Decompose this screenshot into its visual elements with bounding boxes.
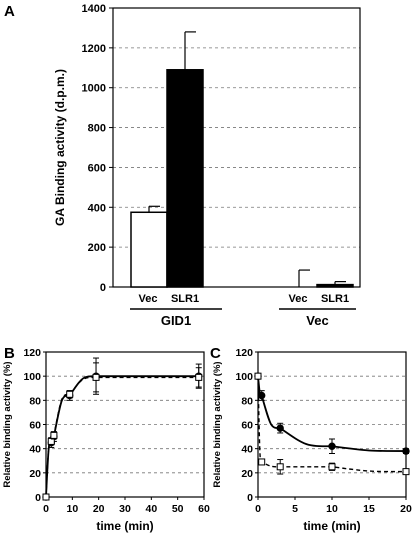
c-plot-frame	[257, 351, 407, 498]
b-x-tick-label: 60	[198, 503, 210, 515]
a-y-tick-label: 200	[88, 242, 106, 254]
a-y-tick-label: 1000	[82, 83, 106, 95]
c-point-square	[328, 463, 336, 471]
c-point-square	[276, 463, 284, 471]
b-y-tick-label: 0	[35, 492, 41, 504]
b-x-tick-label: 30	[119, 503, 131, 515]
b-y-tick-label: 100	[23, 371, 41, 383]
a-group-label: Vec	[306, 313, 328, 328]
b-x-tick-label: 50	[172, 503, 184, 515]
panel-a-letter: A	[4, 3, 15, 20]
a-plot-frame	[112, 7, 361, 288]
b-x-tick-label: 10	[66, 503, 78, 515]
a-group-label: GID1	[161, 313, 191, 328]
a-bar-label: Vec	[289, 293, 308, 305]
c-point-circle	[276, 424, 284, 432]
b-point-square	[50, 431, 58, 439]
c-y-tick-label: 40	[241, 444, 253, 456]
c-point-circle	[258, 391, 266, 400]
a-bar-label: SLR1	[171, 293, 199, 305]
a-bar-label: Vec	[139, 293, 158, 305]
c-x-tick-label: 10	[326, 503, 338, 515]
panel-a: A 0 200 400 600 800 1000 1200 1400 GA Binding ac…	[4, 3, 361, 328]
b-x-axis-label: time (min)	[96, 519, 153, 533]
panel-b-letter: B	[4, 345, 15, 362]
a-bar	[166, 69, 204, 288]
b-x-tick-label: 0	[43, 503, 49, 515]
a-y-axis-label: GA Binding activity (d.p.m.)	[53, 69, 67, 226]
c-x-tick-label: 0	[255, 503, 261, 515]
a-bar	[130, 211, 168, 288]
b-x-tick-label: 20	[93, 503, 105, 515]
c-y-axis-label: Relative binding activity (%)	[212, 361, 223, 487]
c-x-axis-label: time (min)	[303, 519, 360, 533]
c-x-tick-label: 5	[292, 503, 298, 515]
panel-c: C 0 20 40 60 80 100 120 0 5 10 15 20 time (min) Relat…	[210, 345, 412, 533]
c-point-circle	[402, 447, 410, 455]
a-y-tick-label: 1400	[82, 3, 106, 15]
panel-b: B 0 20 40 60 80 100 120 0 10 20 30 40 50 60 time (min)…	[2, 345, 210, 533]
b-y-tick-label: 40	[29, 444, 41, 456]
c-point-square	[402, 468, 410, 476]
b-y-tick-label: 20	[29, 468, 41, 480]
c-y-tick-label: 0	[247, 492, 253, 504]
a-y-tick-label: 1200	[82, 43, 106, 55]
a-y-tick-label: 400	[88, 202, 106, 214]
b-point-square	[195, 373, 203, 381]
c-y-tick-label: 60	[241, 420, 253, 432]
c-y-tick-label: 20	[241, 468, 253, 480]
c-x-tick-label: 20	[400, 503, 412, 515]
c-x-tick-label: 15	[363, 503, 375, 515]
c-point-square	[254, 372, 262, 380]
b-point-square	[66, 390, 74, 398]
c-y-tick-label: 80	[241, 395, 253, 407]
b-y-tick-label: 120	[23, 347, 41, 359]
a-y-tick-label: 800	[88, 123, 106, 135]
b-y-axis-label: Relative binding activity (%)	[2, 361, 13, 487]
b-point-square	[92, 373, 100, 381]
b-y-tick-label: 60	[29, 420, 41, 432]
b-y-tick-label: 80	[29, 395, 41, 407]
c-y-tick-label: 120	[235, 347, 253, 359]
b-x-tick-label: 40	[145, 503, 157, 515]
panel-c-letter: C	[210, 345, 221, 362]
c-y-tick-label: 100	[235, 371, 253, 383]
c-point-circle	[328, 442, 336, 450]
b-plot-frame	[45, 351, 205, 498]
a-y-tick-label: 600	[88, 162, 106, 174]
a-bar	[316, 283, 354, 288]
a-bar-label: SLR1	[321, 293, 349, 305]
c-point-square	[258, 458, 266, 466]
a-y-tick-label: 0	[100, 282, 106, 294]
b-point-square	[42, 493, 50, 501]
